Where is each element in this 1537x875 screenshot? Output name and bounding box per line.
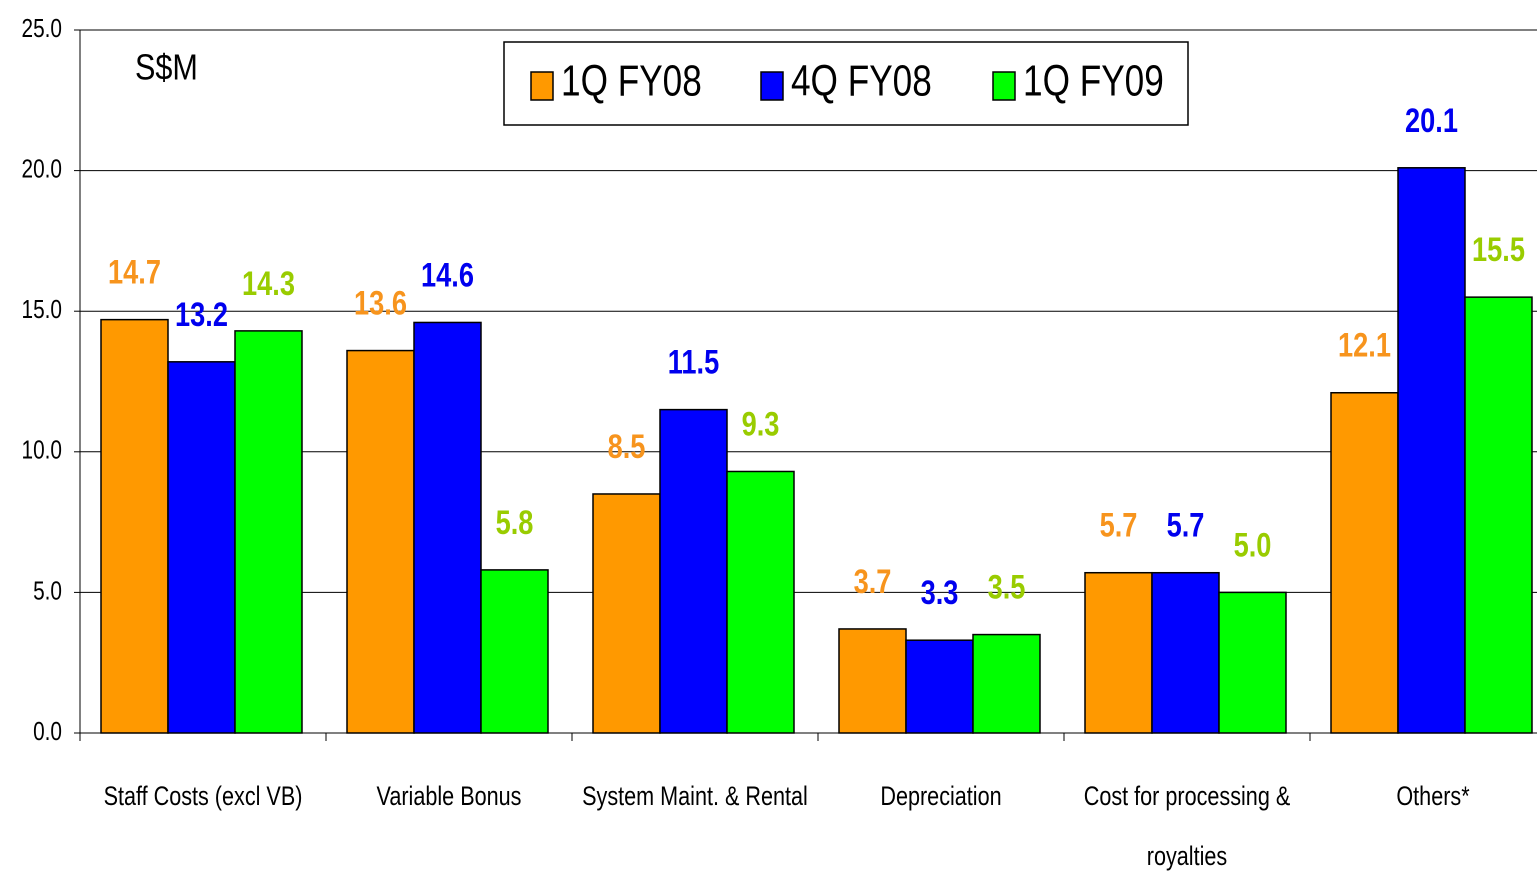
- value-label: 20.1: [1405, 101, 1458, 140]
- x-tick-label: Depreciation: [880, 781, 1002, 811]
- bar: [726, 470, 795, 734]
- bar: [905, 639, 974, 734]
- bar: [592, 493, 661, 734]
- value-label: 12.1: [1338, 326, 1391, 365]
- legend-label: 1Q FY09: [1023, 57, 1164, 106]
- bar: [838, 628, 907, 734]
- value-label: 9.3: [742, 405, 780, 444]
- bar: [167, 361, 236, 734]
- y-tick-label: 5.0: [33, 576, 62, 605]
- value-label: 5.7: [1100, 506, 1138, 545]
- bar: [1330, 391, 1399, 734]
- bar: [659, 408, 728, 734]
- y-tick-label: 0.0: [33, 717, 62, 746]
- value-label: 3.7: [854, 562, 892, 601]
- value-label: 14.6: [421, 255, 474, 294]
- legend-label: 1Q FY08: [561, 57, 702, 106]
- bar: [480, 569, 549, 734]
- y-tick-label: 20.0: [22, 154, 62, 183]
- value-label: 13.2: [175, 295, 228, 334]
- bar: [972, 633, 1041, 734]
- bar: [413, 321, 482, 734]
- bar: [1218, 591, 1287, 734]
- value-label: 14.3: [242, 264, 295, 303]
- value-label: 11.5: [668, 343, 719, 382]
- y-tick-label: 25.0: [22, 14, 62, 43]
- bar: [234, 330, 303, 734]
- bar: [1151, 571, 1220, 734]
- legend-swatch: [760, 71, 784, 101]
- y-tick-label: 15.0: [22, 295, 62, 324]
- legend: 1Q FY08 4Q FY08 1Q FY09: [503, 41, 1189, 126]
- value-label: 5.0: [1234, 525, 1272, 564]
- bar: [100, 318, 169, 734]
- x-tick-label: Staff Costs (excl VB): [103, 781, 303, 811]
- value-label: 5.8: [496, 503, 534, 542]
- value-label: 5.7: [1167, 506, 1205, 545]
- value-label: 15.5: [1472, 230, 1525, 269]
- value-label: 14.7: [108, 253, 161, 292]
- x-tick-label: Others*: [1396, 781, 1470, 811]
- legend-label: 4Q FY08: [791, 57, 932, 106]
- unit-label: S$M: [135, 48, 198, 88]
- legend-swatch: [530, 71, 554, 101]
- x-tick-label: Cost for processing & royalties: [1083, 781, 1291, 871]
- x-tick-label: System Maint. & Rental: [582, 781, 808, 811]
- bar: [346, 349, 415, 734]
- value-label: 3.5: [988, 568, 1026, 607]
- value-label: 8.5: [608, 427, 646, 466]
- legend-box: [503, 41, 1189, 126]
- x-tick-label: Variable Bonus: [376, 781, 522, 811]
- value-label: 3.3: [921, 573, 959, 612]
- bar: [1464, 296, 1533, 734]
- legend-swatch: [992, 71, 1016, 101]
- y-tick-label: 10.0: [22, 435, 62, 464]
- value-label: 13.6: [354, 284, 407, 323]
- bar: [1397, 167, 1466, 734]
- bar: [1084, 571, 1153, 734]
